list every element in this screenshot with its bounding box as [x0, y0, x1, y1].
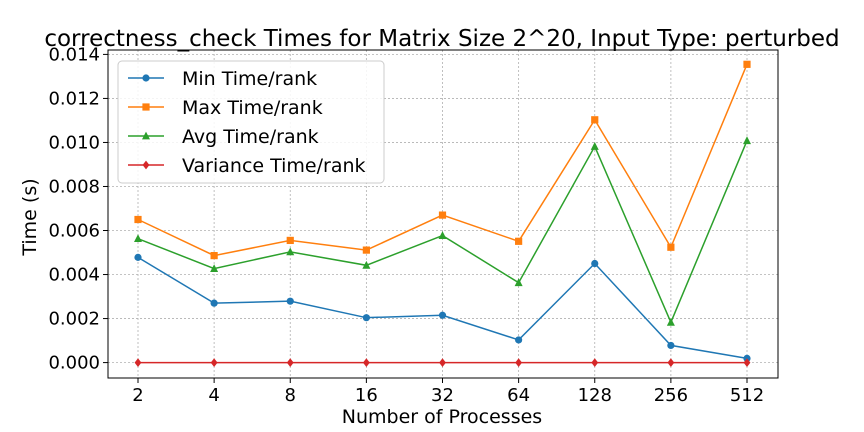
y-tick-label: 0.008	[48, 176, 100, 197]
x-tick-label: 8	[285, 385, 296, 406]
legend-marker	[142, 74, 150, 82]
y-tick-label: 0.004	[48, 265, 100, 286]
y-tick-label: 0.010	[48, 132, 100, 153]
series-avg-time-rank	[134, 136, 751, 326]
data-point-avg-time-rank	[210, 264, 219, 272]
legend-item: Min Time/rank	[128, 68, 317, 90]
y-tick-label: 0.006	[48, 221, 100, 242]
y-tick-label: 0.014	[48, 44, 100, 65]
data-point-min-time-rank	[362, 314, 370, 322]
data-point-variance-time-rank	[134, 358, 142, 367]
y-tick-label: 0.000	[48, 353, 100, 374]
x-tick-label: 32	[431, 385, 454, 406]
data-point-min-time-rank	[667, 341, 675, 350]
series-max-time-rank	[134, 60, 751, 260]
legend-item: Variance Time/rank	[128, 155, 366, 177]
legend-item: Max Time/rank	[128, 97, 323, 119]
data-point-avg-time-rank	[666, 317, 675, 326]
series-variance-time-rank	[134, 358, 751, 367]
legend-item: Avg Time/rank	[128, 126, 319, 148]
data-point-max-time-rank	[362, 246, 370, 254]
data-point-min-time-rank	[438, 311, 447, 319]
data-point-variance-time-rank	[362, 358, 370, 367]
data-point-max-time-rank	[438, 211, 447, 219]
legend-label: Max Time/rank	[182, 97, 323, 119]
legend: Min Time/rank Max Time/rank Avg Time/rank V…	[117, 60, 385, 184]
legend-label: Avg Time/rank	[182, 126, 319, 148]
data-point-max-time-rank	[286, 236, 294, 245]
data-point-max-time-rank	[210, 252, 218, 260]
data-point-variance-time-rank	[515, 358, 523, 367]
data-point-variance-time-rank	[743, 358, 751, 367]
data-point-variance-time-rank	[439, 358, 446, 367]
series-layer	[134, 60, 751, 367]
data-point-max-time-rank	[743, 60, 751, 68]
data-point-max-time-rank	[515, 237, 523, 245]
chart-title: correctness_check Times for Matrix Size …	[44, 26, 839, 52]
x-tick-label: 256	[654, 385, 688, 406]
series-min-time-rank	[134, 253, 751, 363]
x-tick-label: 2	[132, 385, 143, 406]
data-point-avg-time-rank	[362, 260, 371, 269]
data-point-variance-time-rank	[591, 358, 599, 367]
data-point-variance-time-rank	[286, 358, 294, 367]
legend-marker	[142, 160, 150, 170]
data-point-max-time-rank	[667, 243, 675, 251]
data-point-min-time-rank	[210, 299, 218, 307]
x-tick-label: 512	[730, 385, 764, 406]
data-point-max-time-rank	[591, 116, 599, 124]
x-tick-label: 16	[355, 385, 378, 406]
x-axis-label: Number of Processes	[342, 406, 542, 428]
y-tick-label: 0.012	[48, 88, 100, 109]
data-point-avg-time-rank	[514, 278, 523, 287]
data-point-avg-time-rank	[134, 234, 142, 243]
x-tick-label: 128	[578, 385, 612, 406]
y-axis-label: Time (s)	[19, 178, 41, 256]
data-point-avg-time-rank	[438, 231, 447, 239]
data-point-avg-time-rank	[286, 247, 295, 256]
x-tick-label: 64	[507, 385, 530, 406]
data-point-variance-time-rank	[210, 358, 218, 367]
y-ticks: 0.000 0.002 0.004 0.006 0.008 0.010 0.012 0.014	[48, 44, 108, 374]
legend-marker	[142, 103, 150, 111]
data-point-min-time-rank	[134, 253, 142, 261]
y-tick-label: 0.002	[48, 309, 100, 330]
legend-marker	[142, 131, 150, 140]
data-point-min-time-rank	[286, 297, 294, 305]
x-tick-label: 4	[208, 385, 219, 406]
data-point-min-time-rank	[515, 336, 523, 344]
data-point-avg-time-rank	[743, 136, 751, 145]
data-point-min-time-rank	[591, 259, 599, 268]
legend-box	[117, 60, 385, 184]
data-point-max-time-rank	[134, 215, 142, 224]
x-ticks: 2 4 8 16 32 64 128 256 512	[132, 378, 764, 406]
data-point-variance-time-rank	[667, 358, 675, 367]
legend-label: Variance Time/rank	[182, 155, 366, 177]
legend-label: Min Time/rank	[182, 68, 317, 90]
data-point-avg-time-rank	[590, 142, 599, 150]
